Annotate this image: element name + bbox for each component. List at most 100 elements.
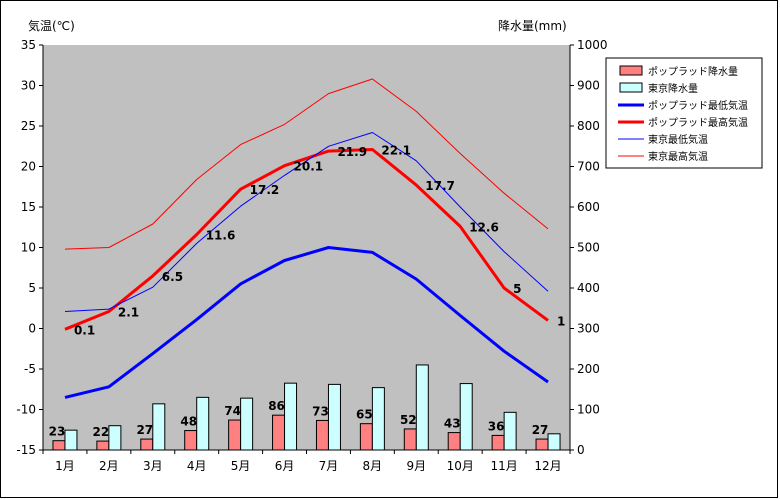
bar-poprad-precip-5	[228, 419, 242, 451]
bar-poprad-precip-9	[403, 428, 417, 451]
precip-label-3: 27	[136, 423, 153, 437]
bar-poprad-precip-12	[535, 438, 549, 451]
bar-tokyo-precip-12	[547, 433, 561, 451]
right-tick-label: 800	[577, 119, 600, 133]
max-temp-label-12: 1	[557, 314, 565, 328]
legend-label-tokyo-precip: 東京降水量	[648, 82, 698, 95]
month-label-1: 1月	[55, 459, 75, 473]
bar-poprad-precip-3	[140, 438, 154, 451]
month-label-8: 8月	[363, 459, 383, 473]
left-tick-label: 15	[21, 200, 36, 214]
max-temp-label-11: 5	[513, 282, 521, 296]
line-tokyo-max-temp	[64, 78, 549, 250]
month-label-6: 6月	[275, 459, 295, 473]
bar-poprad-precip-10	[447, 432, 461, 451]
precip-label-5: 74	[224, 404, 241, 418]
max-temp-label-9: 17.7	[425, 179, 455, 193]
bar-poprad-precip-7	[315, 419, 329, 451]
bar-poprad-precip-1	[52, 440, 66, 451]
precip-label-6: 86	[268, 399, 285, 413]
bar-tokyo-precip-5	[240, 397, 254, 451]
max-temp-label-7: 21.9	[337, 145, 367, 159]
bars-layer	[52, 364, 561, 451]
max-temp-label-4: 11.6	[206, 229, 236, 243]
right-tick-label: 100	[577, 403, 600, 417]
month-label-4: 4月	[187, 459, 207, 473]
right-tick-label: 200	[577, 362, 600, 376]
legend-label-poprad-precip: ポップラッド降水量	[648, 65, 738, 78]
month-label-10: 10月	[447, 459, 474, 473]
left-tick-label: -5	[24, 362, 36, 376]
left-tick-label: 35	[21, 38, 36, 52]
left-tick-label: -10	[16, 403, 36, 417]
bar-tokyo-precip-3	[152, 403, 166, 451]
month-label-11: 11月	[490, 459, 517, 473]
max-temp-label-10: 12.6	[469, 220, 499, 234]
bar-tokyo-precip-9	[415, 364, 429, 451]
bar-poprad-precip-2	[96, 440, 110, 451]
line-poprad-min-temp	[64, 246, 549, 399]
precip-label-8: 65	[356, 408, 373, 422]
month-label-9: 9月	[406, 459, 426, 473]
left-axis-title: 気温(℃)	[28, 18, 75, 33]
bar-tokyo-precip-4	[196, 396, 210, 451]
right-tick-label: 900	[577, 79, 600, 93]
precip-label-11: 36	[488, 419, 505, 433]
precip-label-10: 43	[444, 417, 461, 431]
precip-label-7: 73	[312, 404, 329, 418]
left-tick-label: 20	[21, 160, 36, 174]
month-label-2: 2月	[99, 459, 119, 473]
bar-tokyo-precip-8	[371, 387, 385, 451]
max-temp-label-5: 17.2	[250, 183, 280, 197]
left-tick-label: -15	[16, 443, 36, 457]
left-tick-label: 5	[28, 281, 36, 295]
line-tokyo-min-temp	[64, 132, 549, 312]
month-label-12: 12月	[534, 459, 561, 473]
right-tick-label: 600	[577, 200, 600, 214]
legend-box	[605, 57, 763, 169]
bar-tokyo-precip-11	[503, 411, 517, 451]
legend-swatch-poprad-precip	[619, 65, 643, 76]
legend: ポップラッド降水量東京降水量ポップラッド最低気温ポップラッド最高気温東京最低気温…	[605, 57, 763, 169]
bar-poprad-precip-8	[359, 423, 373, 451]
precip-label-12: 27	[532, 423, 549, 437]
legend-swatch-tokyo-precip	[619, 82, 643, 93]
legend-label-tokyo-min-temp: 東京最低気温	[648, 133, 708, 146]
bar-tokyo-precip-6	[284, 382, 298, 451]
precip-label-9: 52	[400, 413, 417, 427]
right-tick-label: 700	[577, 160, 600, 174]
bar-tokyo-precip-7	[327, 383, 341, 451]
max-temp-label-6: 20.1	[294, 160, 324, 174]
left-tick-label: 0	[28, 322, 36, 336]
right-tick-label: 400	[577, 281, 600, 295]
max-temp-label-8: 22.1	[381, 143, 411, 157]
right-tick-label: 300	[577, 322, 600, 336]
lines-layer	[64, 78, 549, 399]
bar-poprad-precip-4	[184, 430, 198, 451]
precip-label-1: 23	[49, 425, 66, 439]
max-temp-label-3: 6.5	[162, 270, 183, 284]
left-tick-label: 25	[21, 119, 36, 133]
axes-layer: 35302520151050-5-10-15100090080070060050…	[16, 38, 607, 473]
right-tick-label: 0	[577, 443, 585, 457]
bar-poprad-precip-6	[272, 414, 286, 451]
precip-label-4: 48	[180, 415, 197, 429]
right-tick-label: 500	[577, 241, 600, 255]
bar-tokyo-precip-1	[64, 429, 78, 451]
legend-label-poprad-min-temp: ポップラッド最低気温	[648, 99, 748, 112]
precip-label-2: 22	[93, 425, 110, 439]
right-tick-label: 1000	[577, 38, 608, 52]
bar-tokyo-precip-2	[108, 425, 122, 451]
line-poprad-max-temp	[64, 148, 549, 331]
bar-tokyo-precip-10	[459, 383, 473, 451]
legend-label-poprad-max-temp: ポップラッド最高気温	[648, 116, 748, 129]
max-temp-label-1: 0.1	[74, 323, 95, 337]
right-axis-title: 降水量(mm)	[498, 19, 567, 33]
bar-poprad-precip-11	[491, 434, 505, 451]
max-temp-label-2: 2.1	[118, 305, 139, 319]
left-tick-label: 10	[21, 241, 36, 255]
month-label-3: 3月	[143, 459, 163, 473]
data-labels-layer: 23 22 27 48 74 86 73 65 52 43 36 27 0.1 2.1 6.5 11.6 17.…	[49, 143, 566, 439]
